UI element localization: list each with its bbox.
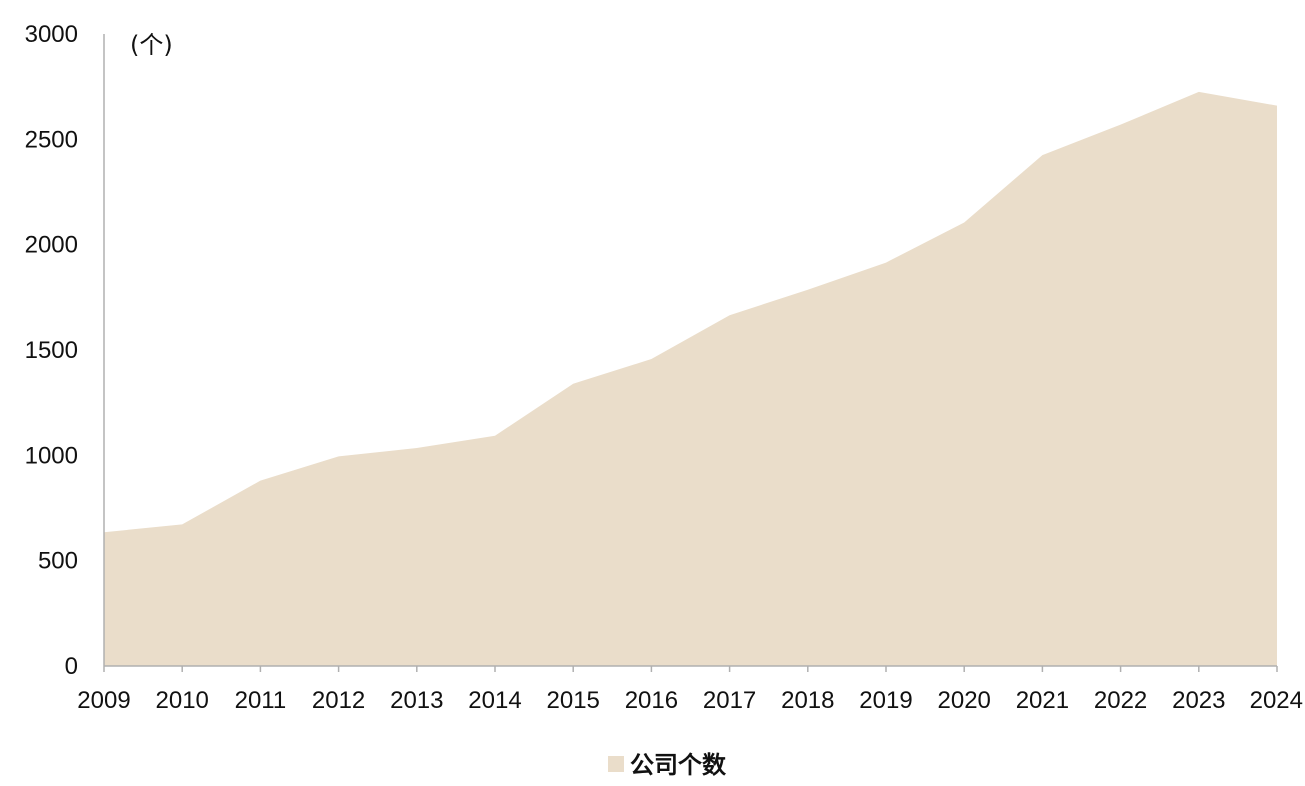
- x-tick-label: 2022: [1094, 687, 1147, 714]
- x-tick-label: 2009: [77, 687, 130, 714]
- x-tick-label: 2020: [938, 687, 991, 714]
- y-tick-label: 2500: [25, 126, 78, 153]
- x-tick-label: 2014: [468, 687, 521, 714]
- y-tick-label: 1500: [25, 337, 78, 364]
- x-tick-label: 2019: [859, 687, 912, 714]
- legend: 公司个数: [608, 751, 727, 779]
- x-tick-label: 2024: [1250, 687, 1303, 714]
- y-tick-label: 500: [38, 548, 78, 575]
- y-unit-label: (个): [130, 31, 173, 59]
- x-tick-labels: 2009 2010 2011 2012 2013 2014 2015 2016 2017 2018…: [77, 687, 1303, 714]
- x-tick-label: 2013: [390, 687, 443, 714]
- area-series-公司个数: [104, 91, 1277, 667]
- x-tick-label: 2012: [312, 687, 365, 714]
- x-tick-label: 2018: [781, 687, 834, 714]
- x-tick-label: 2011: [235, 687, 287, 714]
- area-layer: [104, 91, 1277, 667]
- legend-label: 公司个数: [630, 751, 727, 779]
- y-tick-labels: 0 500 1000 1500 2000 2500 3000: [25, 21, 78, 680]
- x-tick-label: 2017: [703, 687, 756, 714]
- x-tick-label: 2016: [625, 687, 678, 714]
- x-tick-label: 2010: [156, 687, 209, 714]
- y-tick-label: 1000: [25, 442, 78, 469]
- y-tick-label: 3000: [25, 21, 78, 48]
- x-tick-label: 2015: [547, 687, 600, 714]
- legend-swatch: [608, 756, 624, 772]
- y-tick-label: 0: [65, 653, 78, 680]
- x-tick-label: 2021: [1016, 687, 1069, 714]
- y-tick-label: 2000: [25, 232, 78, 259]
- axes: [103, 34, 1278, 672]
- x-tick-label: 2023: [1172, 687, 1225, 714]
